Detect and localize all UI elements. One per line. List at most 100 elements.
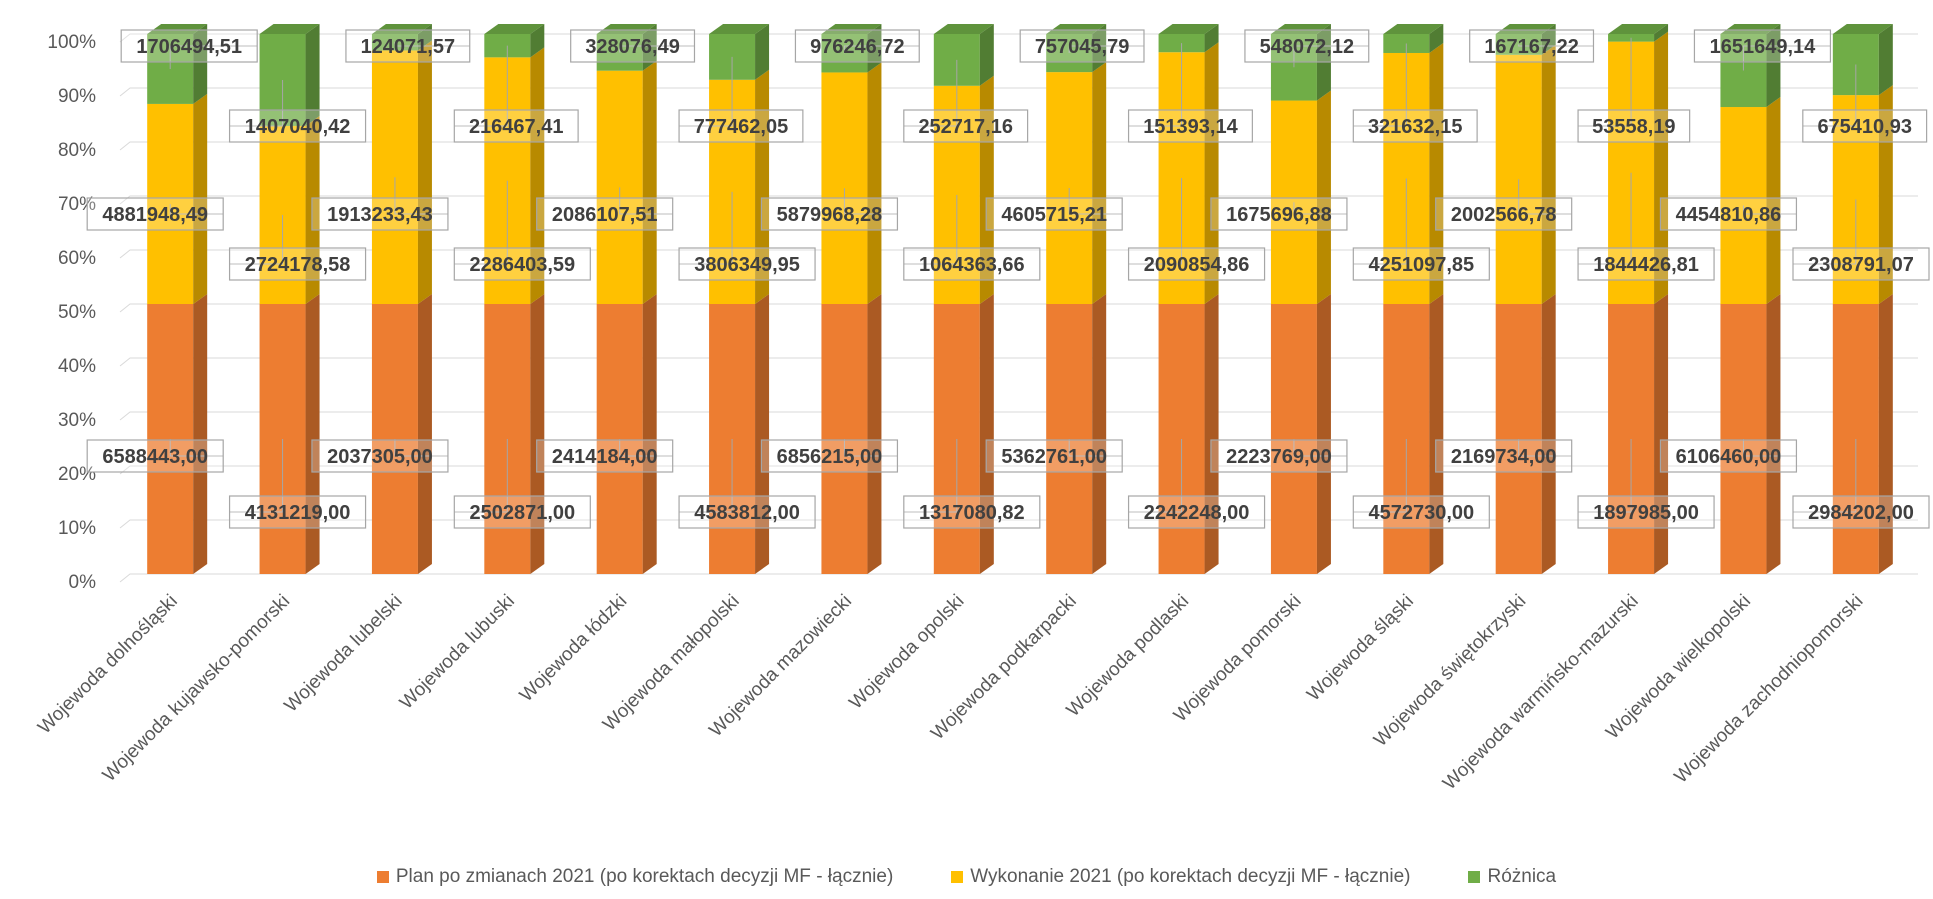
bar-segment-side xyxy=(1429,42,1444,304)
data-label-box xyxy=(1352,247,1490,281)
bar-segment-side xyxy=(193,93,208,304)
data-label-box xyxy=(453,247,591,281)
x-tick-label: Wojewoda kujawsko-pomorski xyxy=(99,591,294,786)
data-label-box xyxy=(1127,247,1266,281)
data-label: 167167,22 xyxy=(1484,36,1579,58)
bar-segment-side xyxy=(642,294,657,574)
bar-segment-side xyxy=(417,24,432,51)
data-label-box xyxy=(311,439,449,473)
data-label: 2308791,07 xyxy=(1808,254,1914,276)
data-label: 2090854,86 xyxy=(1144,254,1250,276)
data-label-leader xyxy=(169,439,224,457)
data-label-box xyxy=(453,109,579,143)
bar-segment-side xyxy=(1654,24,1669,42)
bar-top-cap xyxy=(484,24,545,34)
bar-segment-side xyxy=(1654,31,1669,304)
y-tick-label: 90% xyxy=(58,86,96,107)
data-label: 4131219,00 xyxy=(245,502,351,524)
data-label-leader xyxy=(1793,439,1857,513)
bar-top-cap xyxy=(1383,24,1444,34)
y-tick-label: 100% xyxy=(47,32,96,53)
bar-top-cap xyxy=(596,24,657,34)
data-label-box xyxy=(1693,29,1832,63)
data-label-box xyxy=(903,247,1041,281)
data-label-leader xyxy=(1578,439,1632,513)
data-label-box xyxy=(678,247,816,281)
data-label: 2037305,00 xyxy=(327,446,433,468)
bar-top-cap xyxy=(147,24,208,34)
y-tick-label: 60% xyxy=(58,248,96,269)
x-tick-label: Wojewoda lubuski xyxy=(396,591,519,714)
bar-segment-side xyxy=(305,24,320,126)
data-label-box xyxy=(1659,197,1798,231)
bar-segment-side xyxy=(755,24,770,80)
legend: Plan po zmianach 2021 (po korektach decy… xyxy=(0,866,1933,888)
data-label-leader xyxy=(903,194,958,265)
bar-segment-side xyxy=(1878,294,1893,574)
x-tick-label: Wojewoda podlaski xyxy=(1063,591,1193,721)
data-label-box xyxy=(536,197,674,231)
data-label-box xyxy=(86,197,224,231)
data-label-leader xyxy=(229,214,284,265)
bar-segment-side xyxy=(305,115,320,304)
data-label: 5879968,28 xyxy=(777,204,883,226)
data-label-box xyxy=(536,439,674,473)
x-tick-label: Wojewoda zachodniopomorski xyxy=(1671,591,1868,788)
data-label-box xyxy=(1127,109,1253,143)
data-label-box xyxy=(86,439,224,473)
legend-swatch xyxy=(376,871,389,883)
data-label-leader xyxy=(169,203,224,215)
data-label-box xyxy=(1210,439,1348,473)
bar-segment-side xyxy=(755,294,770,574)
data-label-box xyxy=(760,439,899,473)
bar-segment-side xyxy=(1654,294,1669,574)
bar-top-cap xyxy=(1495,24,1556,34)
data-label: 1913233,43 xyxy=(327,204,433,226)
legend-swatch xyxy=(1468,871,1481,883)
legend-item: Różnica xyxy=(1468,866,1556,888)
data-label-box xyxy=(985,197,1123,231)
data-label: 2502871,00 xyxy=(469,502,575,524)
data-label: 3806349,95 xyxy=(694,254,800,276)
data-label: 216467,41 xyxy=(469,116,564,138)
bar-segment xyxy=(1832,95,1879,304)
bar-segment xyxy=(1158,34,1205,53)
legend-label: Wykonanie 2021 (po korektach decyzji MF … xyxy=(970,866,1411,887)
data-label: 4881948,49 xyxy=(102,204,208,226)
data-label-leader xyxy=(1293,45,1369,68)
data-label-box xyxy=(228,109,367,143)
data-label-leader xyxy=(1742,205,1797,215)
data-label: 548072,12 xyxy=(1260,36,1355,58)
y-tick-label: 10% xyxy=(58,518,96,539)
bar-segment-side xyxy=(1766,24,1781,108)
bar-segment-side xyxy=(530,47,545,305)
bar-top-cap xyxy=(1270,24,1331,34)
x-tick-label: Wojewoda śląski xyxy=(1303,591,1418,706)
data-label: 2286403,59 xyxy=(469,254,575,276)
data-label-leader xyxy=(679,439,733,513)
data-label-leader xyxy=(1128,178,1183,265)
bar-segment-side xyxy=(1316,90,1331,305)
data-label-box xyxy=(678,109,804,143)
data-label: 675410,93 xyxy=(1817,116,1912,138)
data-label: 1706494,51 xyxy=(136,36,242,58)
data-label: 757045,79 xyxy=(1035,36,1130,58)
data-label-leader xyxy=(619,439,673,457)
bar-segment-side xyxy=(1092,62,1107,304)
data-label-leader xyxy=(394,177,448,215)
data-label: 4605715,21 xyxy=(1001,204,1107,226)
data-label-leader xyxy=(1293,202,1347,215)
y-tick-label: 0% xyxy=(69,572,97,593)
bar-segment-side xyxy=(417,40,432,304)
data-label-box xyxy=(228,495,367,529)
bar-segment-side xyxy=(1429,24,1444,53)
data-label: 2984202,00 xyxy=(1808,502,1914,524)
bar-segment-side xyxy=(1429,294,1444,574)
bar-segment-side xyxy=(1766,294,1781,574)
data-label-box xyxy=(1802,109,1928,143)
data-label-leader xyxy=(1802,64,1857,127)
data-label: 4251097,85 xyxy=(1368,254,1474,276)
data-label-box xyxy=(345,29,471,63)
data-label-box xyxy=(903,109,1029,143)
